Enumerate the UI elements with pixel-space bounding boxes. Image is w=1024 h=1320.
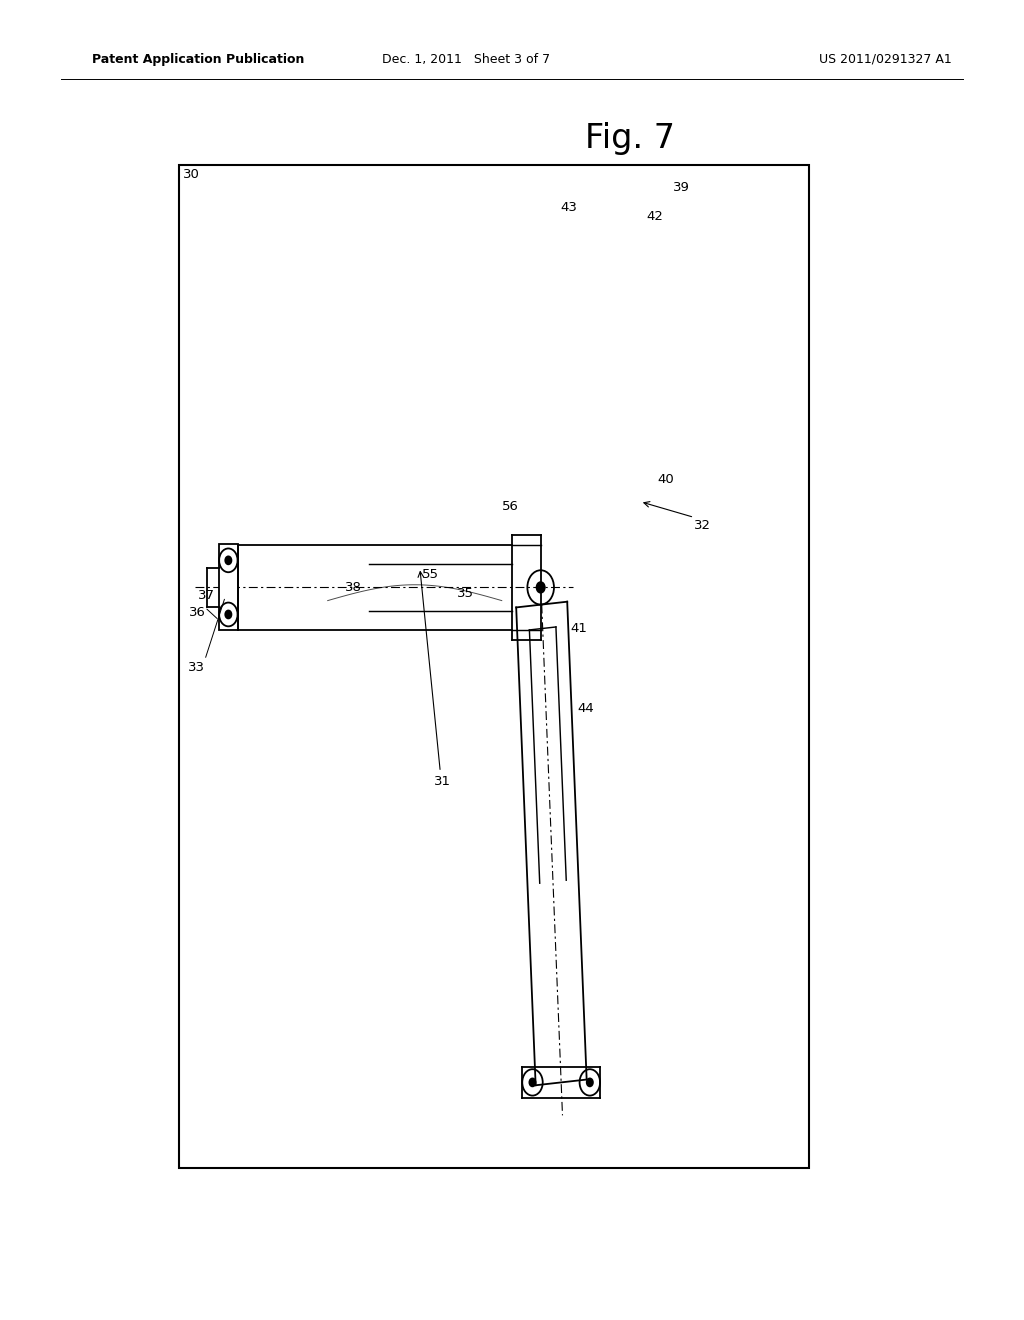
- Bar: [219, 544, 238, 630]
- Text: 38: 38: [345, 581, 361, 594]
- Text: Dec. 1, 2011   Sheet 3 of 7: Dec. 1, 2011 Sheet 3 of 7: [382, 53, 550, 66]
- Text: 55: 55: [422, 568, 438, 581]
- Circle shape: [225, 557, 231, 565]
- Circle shape: [529, 1078, 536, 1086]
- Text: US 2011/0291327 A1: US 2011/0291327 A1: [819, 53, 952, 66]
- Text: 42: 42: [646, 210, 663, 223]
- Text: 32: 32: [694, 519, 711, 532]
- Text: 43: 43: [560, 201, 577, 214]
- Text: 39: 39: [673, 181, 689, 194]
- Circle shape: [225, 610, 231, 618]
- Text: 40: 40: [657, 473, 674, 486]
- Circle shape: [537, 582, 545, 593]
- Text: 30: 30: [183, 168, 200, 181]
- Circle shape: [587, 1078, 593, 1086]
- Text: Patent Application Publication: Patent Application Publication: [92, 53, 304, 66]
- Bar: [179, 165, 809, 1168]
- Text: 37: 37: [199, 589, 215, 602]
- Text: 44: 44: [578, 702, 594, 715]
- Text: 31: 31: [434, 775, 451, 788]
- Text: 33: 33: [188, 661, 205, 675]
- Text: 56: 56: [502, 500, 518, 513]
- Text: 35: 35: [458, 587, 474, 601]
- Text: 41: 41: [570, 622, 587, 635]
- Text: 36: 36: [189, 606, 206, 619]
- Text: Fig. 7: Fig. 7: [585, 121, 675, 154]
